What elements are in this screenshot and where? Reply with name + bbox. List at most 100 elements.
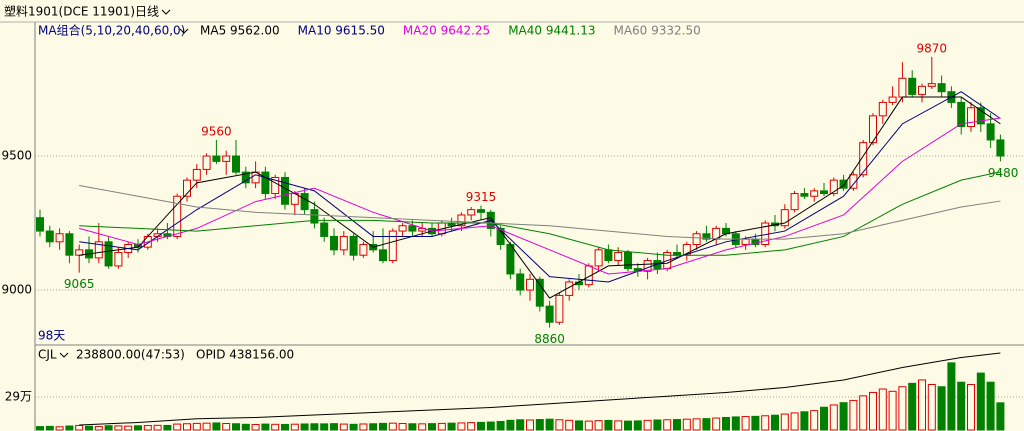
volume-bar	[859, 395, 868, 431]
volume-bar	[575, 420, 583, 431]
volume-bar	[565, 419, 574, 431]
candle-body	[829, 179, 838, 195]
volume-bar	[55, 426, 64, 431]
volume-bar	[584, 420, 593, 431]
volume-bar	[888, 390, 897, 431]
candle-body	[261, 171, 270, 195]
candle-body	[271, 176, 280, 195]
volume-caret[interactable]	[59, 352, 69, 358]
volume-bar	[957, 381, 966, 431]
candle-body	[976, 107, 985, 125]
candle-body	[702, 233, 711, 240]
candle-body	[320, 222, 329, 237]
volume-bar	[75, 424, 84, 431]
candle-body	[183, 179, 191, 197]
volume-tick-label: 29万	[5, 390, 32, 404]
volume-bar	[918, 379, 926, 431]
candle-body	[545, 305, 554, 323]
volume-bar	[369, 423, 378, 431]
volume-bar	[594, 420, 603, 431]
candle-body	[820, 190, 828, 195]
ma-legend-item: MA40 9441.13	[508, 24, 595, 38]
volume-bar	[359, 423, 368, 431]
volume-bar	[800, 411, 809, 431]
header-bar	[0, 0, 1024, 22]
candle-body	[359, 243, 368, 256]
volume-bar	[673, 419, 681, 431]
volume-bar	[163, 424, 172, 431]
ma-legend-item: MA20 9642.25	[403, 24, 490, 38]
candle-body	[516, 273, 525, 291]
volume-bar	[682, 418, 691, 431]
candle-body	[604, 249, 613, 262]
period-caret[interactable]	[161, 9, 171, 15]
volume-bar	[398, 423, 407, 431]
volume-bar	[290, 423, 299, 431]
candle-body	[849, 174, 858, 189]
candle-body	[918, 85, 926, 95]
volume-bar	[927, 383, 936, 431]
volume-bar	[624, 420, 632, 431]
volume-bar	[506, 419, 515, 431]
volume-bar	[339, 423, 348, 431]
volume-bar	[379, 422, 387, 431]
extreme-label: 9870	[917, 41, 948, 55]
candle-body	[212, 155, 221, 162]
volume-bar	[428, 423, 436, 431]
volume-bar	[45, 425, 54, 431]
volume-bar	[300, 423, 309, 431]
ma-legend-item: MA60 9332.50	[613, 24, 700, 38]
volume-bar	[36, 426, 44, 431]
period[interactable]: 日线	[135, 5, 159, 19]
ma-line	[79, 91, 1001, 283]
volume-bar	[212, 422, 221, 431]
candle-body	[45, 230, 54, 243]
volume-bar	[839, 402, 848, 431]
volume-bar	[702, 418, 711, 431]
volume-bar	[810, 410, 819, 431]
volume-bar	[65, 425, 74, 431]
volume-bar	[780, 413, 789, 431]
volume-bar	[320, 423, 329, 431]
volume-bar	[104, 425, 113, 431]
symbol-title: 塑料1901(DCE 11901)	[4, 4, 135, 19]
opid-line	[79, 352, 1001, 426]
candle-body	[869, 115, 877, 144]
volume-bar	[281, 423, 289, 431]
volume-bar	[731, 416, 740, 431]
volume-bar	[447, 422, 456, 431]
ma-line	[79, 171, 1001, 256]
candle-body	[241, 171, 250, 184]
volume-bar	[633, 420, 642, 431]
candle-body	[967, 107, 975, 128]
candle-body	[36, 217, 44, 232]
volume-bar	[849, 399, 858, 431]
ma-caret[interactable]	[179, 28, 189, 34]
volume-bar	[692, 418, 701, 431]
candle-body	[388, 230, 397, 262]
volume-bar	[604, 419, 613, 431]
candle-body	[859, 142, 868, 176]
volume-bar	[712, 417, 721, 431]
volume-bar	[976, 372, 985, 431]
volume-bar	[310, 423, 319, 431]
y-tick-label: 9500	[1, 149, 32, 163]
candle-body	[457, 214, 466, 227]
candle-body	[408, 225, 417, 232]
volume-bar	[251, 424, 260, 431]
volume-bar	[878, 388, 887, 431]
volume-bar	[751, 415, 760, 431]
volume-bar	[173, 423, 182, 431]
volume-bar	[741, 416, 750, 431]
volume-bar	[663, 419, 672, 431]
opid-label: OPID 438156.00	[196, 348, 294, 362]
volume-bar	[555, 419, 564, 431]
candle-body	[790, 193, 799, 211]
candle-body	[565, 281, 574, 296]
extreme-label: 9065	[64, 277, 95, 291]
candle-body	[232, 155, 240, 173]
volume-bar	[183, 423, 191, 431]
volume-value: 238800.00(47:53)	[76, 348, 185, 362]
volume-bar	[192, 422, 201, 431]
